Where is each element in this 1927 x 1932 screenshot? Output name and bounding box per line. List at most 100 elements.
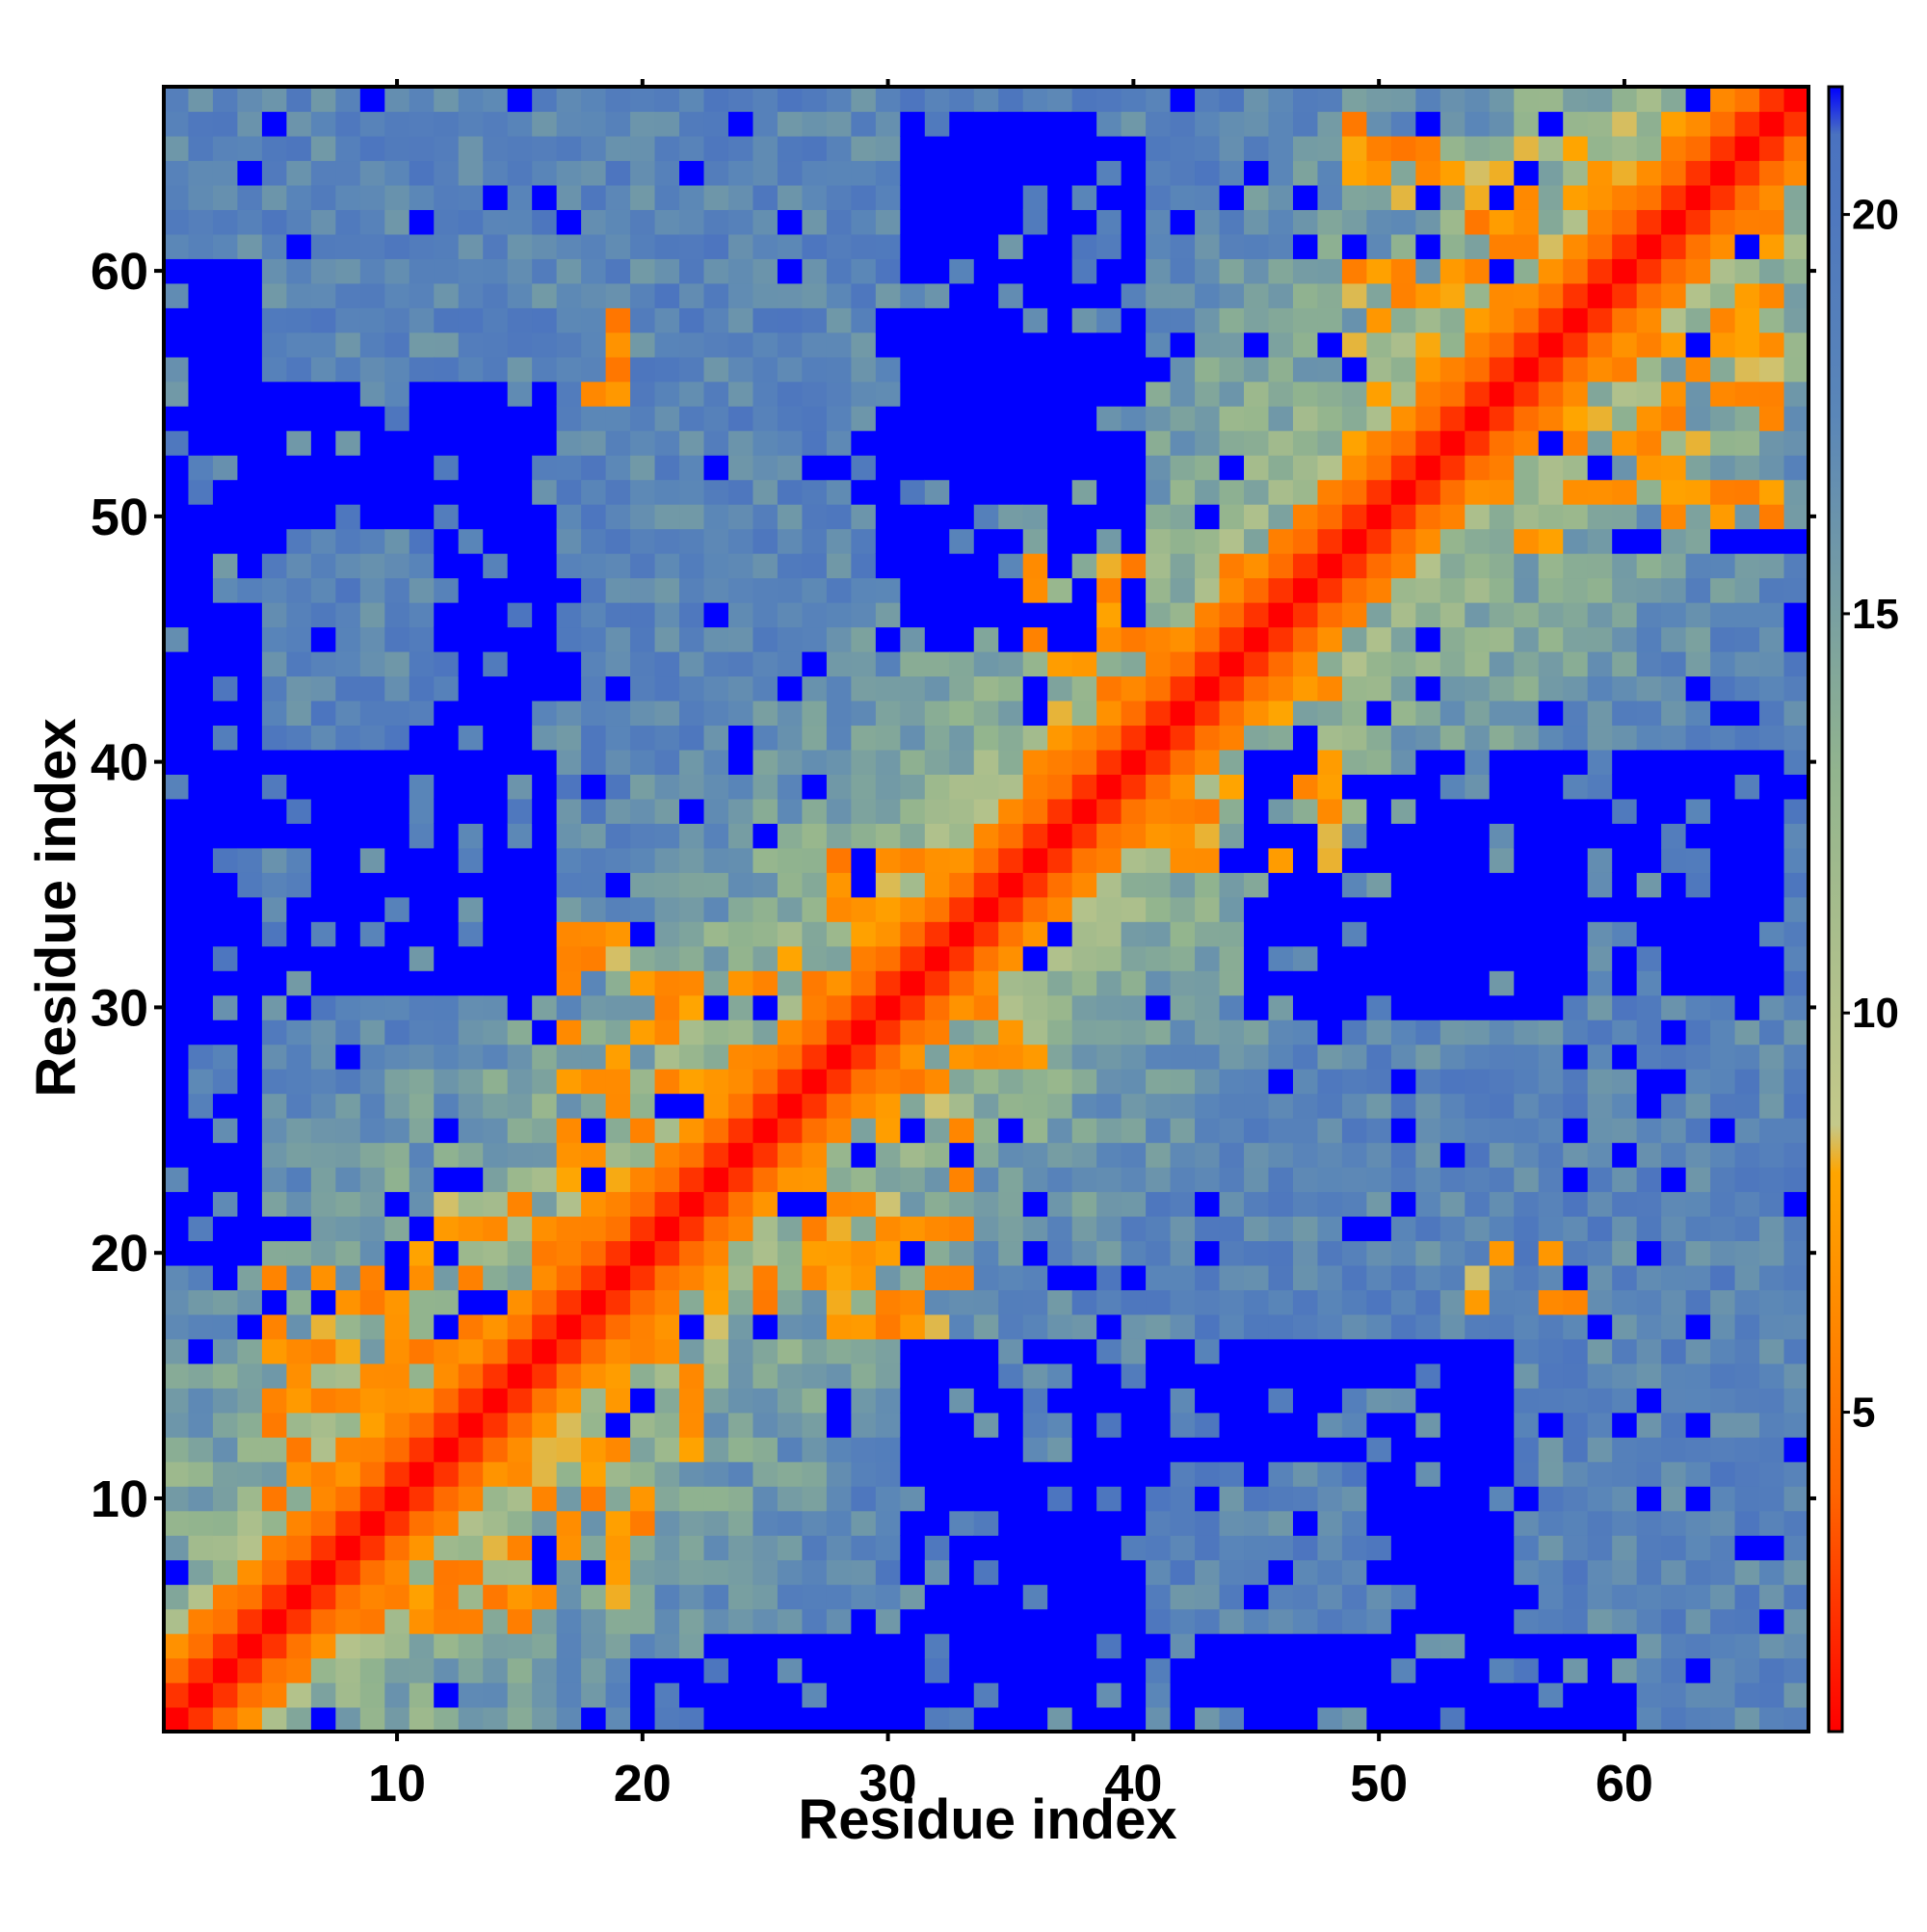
heatmap-cell: [875, 160, 901, 186]
heatmap-cell: [973, 1313, 999, 1339]
heatmap-cell: [851, 1486, 877, 1512]
heatmap-cell: [1439, 1044, 1465, 1070]
heatmap-cell: [630, 1388, 656, 1414]
heatmap-cell: [1146, 1584, 1172, 1610]
heatmap-cell: [188, 1019, 214, 1045]
heatmap-cell: [1170, 1412, 1196, 1438]
heatmap-cell: [1439, 1118, 1465, 1144]
heatmap-cell: [1587, 1412, 1613, 1438]
heatmap-cell: [458, 847, 484, 873]
heatmap-cell: [1563, 650, 1589, 677]
heatmap-cell: [1292, 700, 1319, 727]
heatmap-cell: [409, 331, 435, 357]
heatmap-cell: [532, 1093, 558, 1119]
heatmap-cell: [458, 1289, 484, 1315]
heatmap-cell: [654, 528, 680, 554]
heatmap-cell: [1514, 209, 1540, 235]
heatmap-cell: [1390, 1559, 1416, 1585]
heatmap-cell: [556, 970, 582, 996]
heatmap-cell: [1244, 994, 1270, 1020]
heatmap-cell: [1096, 430, 1122, 456]
heatmap-cell: [802, 1486, 828, 1512]
heatmap-cell: [359, 1167, 385, 1193]
heatmap-cell: [752, 774, 779, 800]
heatmap-cell: [1341, 650, 1368, 677]
heatmap-cell: [483, 1215, 509, 1242]
heatmap-cell: [507, 331, 533, 357]
heatmap-cell: [507, 577, 533, 603]
heatmap-cell: [556, 1657, 582, 1683]
heatmap-cell: [212, 331, 239, 357]
heatmap-cell: [1366, 504, 1392, 530]
heatmap-cell: [335, 1412, 361, 1438]
heatmap-cell: [335, 970, 361, 996]
heatmap-cell: [1268, 357, 1294, 383]
heatmap-cell: [802, 945, 828, 971]
heatmap-cell: [1612, 1289, 1638, 1315]
heatmap-cell: [1734, 1167, 1760, 1193]
heatmap-cell: [1783, 1584, 1809, 1610]
heatmap-cell: [188, 1191, 214, 1217]
heatmap-cell: [1317, 921, 1343, 947]
heatmap-cell: [973, 1412, 999, 1438]
heatmap-cell: [188, 749, 214, 775]
heatmap-cell: [973, 1657, 999, 1683]
heatmap-cell: [851, 430, 877, 456]
heatmap-cell: [1415, 774, 1441, 800]
heatmap-cell: [1146, 160, 1172, 186]
heatmap-cell: [1636, 307, 1662, 333]
heatmap-cell: [1489, 357, 1515, 383]
heatmap-cell: [507, 160, 533, 186]
heatmap-cell: [605, 381, 631, 407]
heatmap-cell: [532, 357, 558, 383]
heatmap-cell: [1170, 798, 1196, 824]
heatmap-cell: [1292, 823, 1319, 849]
heatmap-cell: [1146, 1363, 1172, 1389]
heatmap-cell: [310, 553, 336, 579]
heatmap-cell: [286, 381, 312, 407]
heatmap-cell: [532, 160, 558, 186]
heatmap-cell: [359, 331, 385, 357]
heatmap-cell: [826, 258, 852, 284]
heatmap-cell: [1390, 209, 1416, 235]
heatmap-cell: [507, 1584, 533, 1610]
heatmap-cell: [703, 945, 729, 971]
heatmap-cell: [924, 1215, 950, 1242]
heatmap-cell: [1195, 479, 1221, 505]
heatmap-cell: [1685, 1093, 1711, 1119]
heatmap-cell: [1170, 945, 1196, 971]
heatmap-cell: [335, 1559, 361, 1585]
heatmap-cell: [1538, 331, 1564, 357]
heatmap-cell: [949, 896, 975, 922]
heatmap-cell: [1465, 381, 1491, 407]
heatmap-cell: [826, 1535, 852, 1561]
heatmap-cell: [1538, 381, 1564, 407]
heatmap-cell: [434, 1535, 460, 1561]
heatmap-cell: [409, 577, 435, 603]
heatmap-cell: [1195, 921, 1221, 947]
heatmap-cell: [532, 945, 558, 971]
heatmap-cell: [1734, 479, 1760, 505]
heatmap-cell: [1390, 1142, 1416, 1168]
heatmap-cell: [1366, 675, 1392, 701]
heatmap-cell: [826, 602, 852, 628]
heatmap-cell: [1195, 528, 1221, 554]
heatmap-cell: [605, 307, 631, 333]
heatmap-cell: [1612, 823, 1638, 849]
heatmap-cell: [851, 1338, 877, 1364]
heatmap-cell: [1268, 626, 1294, 652]
heatmap-cell: [924, 1510, 950, 1536]
heatmap-cell: [1587, 1338, 1613, 1364]
heatmap-cell: [1366, 1069, 1392, 1095]
heatmap-cell: [507, 1093, 533, 1119]
heatmap-cell: [434, 1167, 460, 1193]
heatmap-cell: [1636, 1388, 1662, 1414]
heatmap-cell: [1170, 430, 1196, 456]
heatmap-cell: [727, 921, 754, 947]
heatmap-cell: [1710, 602, 1736, 628]
heatmap-cell: [605, 970, 631, 996]
heatmap-cell: [851, 626, 877, 652]
heatmap-cell: [1514, 1363, 1540, 1389]
heatmap-cell: [1268, 872, 1294, 898]
heatmap-cell: [875, 209, 901, 235]
